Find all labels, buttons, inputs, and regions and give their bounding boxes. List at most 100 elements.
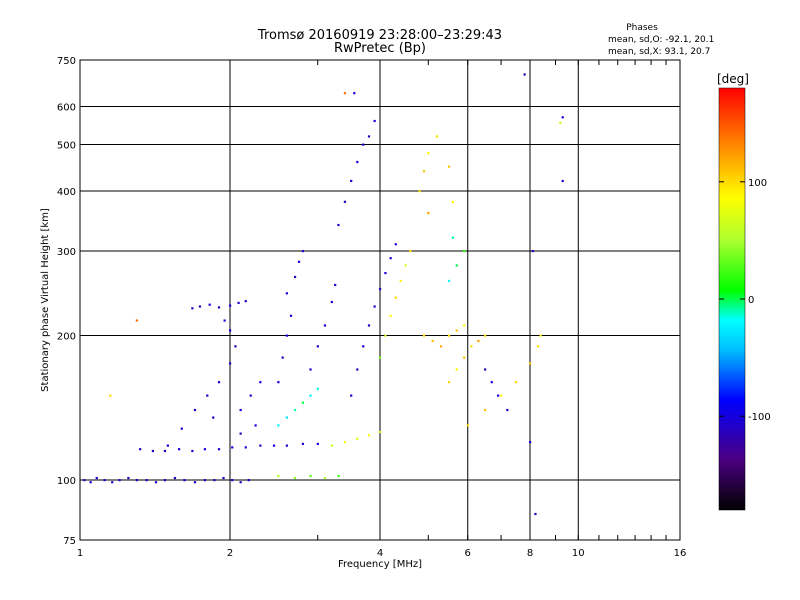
echo-point — [222, 476, 225, 480]
echo-point — [203, 479, 206, 482]
echo-point — [389, 257, 392, 260]
colorbar-ticks: 100 0 -100 — [719, 178, 771, 423]
echo-point — [337, 223, 340, 227]
echo-point — [177, 448, 181, 451]
stats-heading: Phases — [626, 23, 658, 33]
echo-point — [496, 394, 500, 397]
echo-point — [163, 479, 167, 482]
echo-point — [277, 474, 280, 478]
echo-point — [334, 283, 337, 287]
echo-point — [180, 427, 183, 430]
y-tick-label: 600 — [57, 103, 76, 114]
echo-point — [455, 264, 458, 267]
y-tick-label: 500 — [57, 141, 76, 152]
echo-point — [356, 368, 359, 371]
echo-point — [350, 179, 353, 183]
echo-point — [217, 448, 221, 451]
echo-point — [384, 271, 387, 275]
echo-point — [229, 329, 232, 332]
echo-point — [356, 160, 359, 164]
echo-point — [362, 143, 365, 146]
echo-point — [244, 446, 247, 449]
echo-point — [463, 356, 466, 359]
echo-point — [422, 170, 426, 173]
echo-point — [237, 301, 240, 305]
y-tick-label: 750 — [57, 56, 76, 67]
echo-point — [373, 119, 376, 123]
echo-point — [506, 408, 509, 412]
x-tick-label: 16 — [674, 548, 687, 559]
echo-point — [301, 442, 305, 445]
echo-point — [309, 394, 312, 397]
echo-point — [193, 408, 197, 412]
colorbar-tick-label: 0 — [748, 295, 754, 306]
echo-point — [515, 381, 518, 384]
echo-point — [293, 408, 297, 412]
echo-point — [463, 324, 466, 327]
stats-o-mode: mean, sd,O: -92.1, 20.1 — [608, 35, 714, 45]
x-tick-label: 10 — [572, 548, 585, 559]
colorbar-tick-label: 100 — [748, 178, 767, 189]
echo-point — [484, 368, 487, 371]
echo-point — [83, 479, 86, 482]
echo-point — [431, 339, 434, 343]
echo-point — [249, 394, 252, 397]
echo-point — [561, 116, 564, 119]
echo-point — [277, 381, 280, 384]
echo-point — [427, 152, 430, 155]
echo-point — [399, 279, 402, 283]
echo-point — [247, 479, 250, 482]
echo-point — [343, 92, 347, 95]
echo-point — [316, 387, 319, 390]
echo-point — [323, 324, 327, 327]
echo-point — [455, 329, 458, 332]
echo-point — [309, 474, 312, 478]
echo-point — [301, 401, 305, 404]
echo-point — [259, 444, 262, 447]
echo-points — [83, 73, 564, 516]
echo-point — [208, 303, 211, 306]
echo-point — [353, 92, 356, 95]
echo-point — [234, 345, 237, 348]
echo-point — [239, 481, 242, 484]
colorbar-tick-label: -100 — [748, 412, 771, 423]
echo-point — [145, 479, 148, 482]
echo-point — [203, 448, 206, 451]
echo-point — [139, 448, 142, 451]
echo-point — [379, 288, 382, 291]
y-tick-label: 100 — [57, 476, 76, 487]
echo-point — [490, 381, 493, 384]
chart-subtitle: RwPretec (Bp) — [334, 41, 426, 56]
x-axis-ticks: 1 2 4 6 8 10 16 — [77, 60, 687, 559]
colorbar-title: [deg] — [717, 72, 749, 86]
echo-point — [217, 381, 221, 384]
echo-point — [470, 345, 473, 348]
echo-point — [418, 190, 421, 193]
echo-point — [350, 394, 353, 397]
echo-point — [561, 179, 564, 183]
echo-point — [343, 200, 347, 203]
plot-grid — [80, 60, 680, 540]
echo-point — [337, 474, 340, 478]
echo-point — [379, 430, 382, 434]
echo-point — [529, 362, 532, 365]
echo-point — [451, 200, 455, 203]
echo-point — [531, 250, 534, 253]
echo-point — [229, 304, 232, 307]
echo-point — [244, 300, 247, 303]
echo-point — [198, 305, 202, 308]
echo-point — [154, 481, 158, 484]
echo-point — [193, 481, 197, 484]
echo-point — [213, 479, 216, 482]
echo-point — [163, 449, 167, 453]
echo-point — [466, 424, 469, 427]
echo-point — [356, 437, 359, 440]
echo-point — [285, 416, 288, 419]
echo-point — [95, 476, 98, 480]
x-tick-label: 1 — [77, 548, 83, 559]
echo-point — [394, 243, 397, 246]
x-tick-label: 6 — [465, 548, 471, 559]
echo-point — [173, 476, 177, 480]
echo-point — [191, 449, 194, 453]
